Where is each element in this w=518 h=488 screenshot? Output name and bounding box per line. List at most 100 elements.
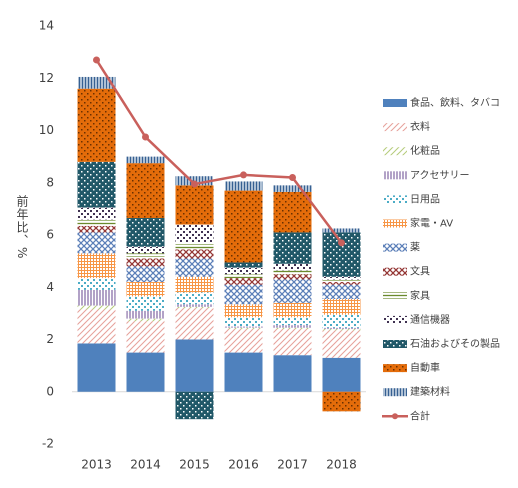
bar-segment — [175, 339, 214, 392]
bar-segment — [273, 185, 312, 192]
legend-label: 化粧品 — [410, 144, 440, 157]
bar-segment — [175, 249, 214, 259]
bar-segment — [224, 304, 263, 318]
total-point — [142, 133, 149, 141]
bar-segment — [126, 218, 165, 247]
legend-swatch — [383, 388, 407, 397]
y-tick-label: -2 — [42, 437, 54, 451]
bar-segment — [273, 274, 312, 280]
bar-segment — [126, 310, 165, 319]
bar-segment — [224, 352, 263, 392]
bar-segment — [273, 191, 312, 233]
legend-swatch — [383, 219, 407, 228]
total-point — [289, 174, 296, 182]
y-tick-label: 12 — [39, 71, 54, 85]
bar-segment — [224, 267, 263, 275]
bar-segment — [126, 282, 165, 297]
legend-swatch — [383, 195, 407, 204]
y-tick-label: 8 — [46, 175, 54, 189]
bar-segment — [322, 282, 361, 285]
bar-segment — [224, 329, 263, 353]
x-tick-label: 2014 — [130, 458, 161, 472]
bar-segment — [224, 326, 263, 328]
legend-swatch — [383, 243, 407, 252]
legend-swatch — [383, 291, 407, 300]
y-tick-label: 6 — [46, 228, 54, 242]
total-point — [338, 239, 345, 247]
bar-segment — [126, 318, 165, 322]
total-line — [95, 59, 343, 244]
bar-segment — [126, 246, 165, 254]
bar-segment — [77, 343, 116, 392]
bar-segment — [273, 263, 312, 271]
bar-segment — [126, 253, 165, 259]
bar-segment — [126, 163, 165, 219]
bar-segment — [77, 305, 116, 310]
legend-label: 自動車 — [410, 361, 440, 374]
legend-label: 薬 — [410, 242, 420, 254]
legend-swatch — [383, 171, 407, 180]
bar-segment — [322, 357, 361, 392]
x-tick-label: 2018 — [326, 458, 357, 472]
bar-segment — [224, 262, 263, 268]
bar-segment — [126, 258, 165, 267]
bar-segment — [224, 317, 263, 327]
legend-label: 衣料 — [410, 120, 430, 133]
bar-segment — [322, 228, 361, 233]
x-tick-label: 2013 — [81, 458, 112, 472]
bar-segment — [77, 219, 116, 226]
legend-swatch — [383, 147, 407, 156]
bar-segment — [126, 266, 165, 283]
bar-segment — [322, 327, 361, 330]
bar-segment — [77, 309, 116, 344]
legend-label: アクセサリー — [410, 169, 470, 181]
legend-swatch — [392, 413, 398, 420]
bar-segment — [126, 321, 165, 353]
bar-segment — [175, 391, 214, 420]
legend-label: 日用品 — [410, 193, 440, 205]
bar-segment — [273, 327, 312, 330]
bar-segment — [322, 276, 361, 280]
y-tick-label: 14 — [39, 19, 54, 33]
total-point — [240, 171, 247, 179]
bar-segment — [175, 258, 214, 277]
bar-segment — [273, 302, 312, 318]
bar-segment — [322, 279, 361, 283]
bar-segment — [224, 327, 263, 330]
bar-segment — [126, 156, 165, 164]
bar-segment — [273, 355, 312, 392]
bar-segment — [273, 317, 312, 326]
bar-segment — [175, 224, 214, 243]
bar-segment — [175, 306, 214, 309]
bar-segment — [77, 225, 116, 233]
legend-label: 家具 — [410, 289, 430, 302]
bar-segment — [126, 296, 165, 311]
x-tick-label: 2015 — [179, 458, 210, 472]
legend-label: 通信機器 — [410, 313, 450, 326]
bar-segment — [126, 352, 165, 392]
legend-label: 石油およびその製品 — [410, 337, 500, 350]
legend-swatch — [383, 99, 407, 107]
legend-label: 建築材料 — [410, 385, 450, 398]
bar-segment — [175, 304, 214, 307]
legend-swatch — [383, 315, 407, 324]
bar-segment — [322, 299, 361, 315]
bar-segment — [224, 284, 263, 305]
bar-segment — [175, 276, 214, 293]
total-point — [93, 56, 100, 64]
bar-segment — [77, 278, 116, 290]
bar-segment — [175, 185, 214, 225]
legend-swatch — [383, 340, 407, 348]
y-tick-label: 0 — [46, 384, 54, 398]
bar-segment — [77, 88, 116, 162]
legend-label: 食品、飲料、タバコ — [410, 96, 500, 109]
bar-segment — [322, 330, 361, 358]
y-tick-label: 2 — [46, 332, 54, 346]
bar-segment — [322, 232, 361, 277]
bar-segment — [175, 242, 214, 250]
bar-segment — [77, 207, 116, 220]
bar-segment — [322, 329, 361, 331]
legend-swatch — [383, 364, 407, 373]
y-axis-label: 前年比、% — [15, 195, 29, 260]
